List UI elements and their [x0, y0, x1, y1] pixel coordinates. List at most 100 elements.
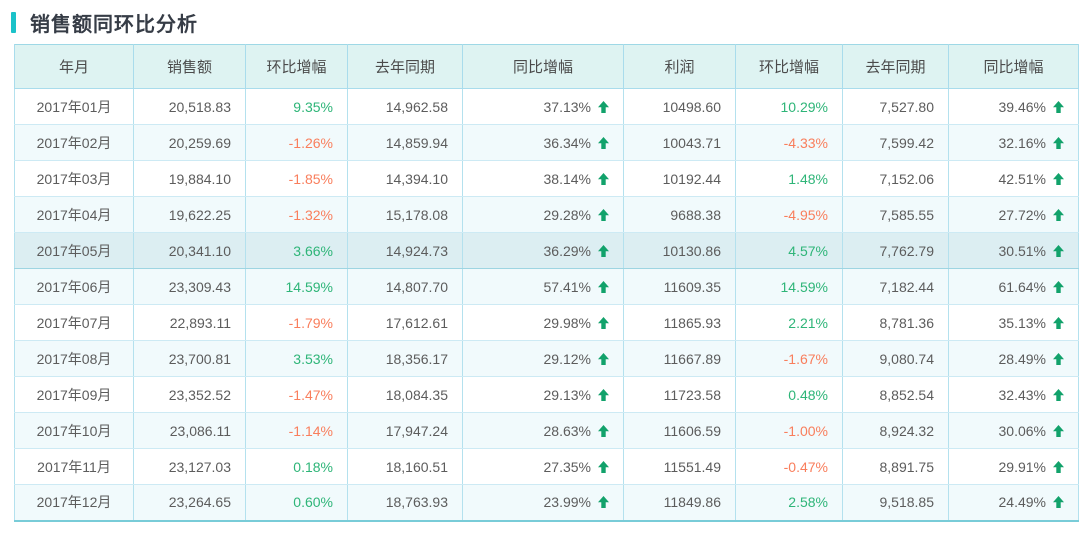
cell-sales-mom: 0.18%: [245, 448, 348, 485]
cell-sales-yoy: 36.34%: [462, 124, 624, 161]
report-header: 销售额同环比分析: [0, 0, 1080, 44]
cell-profit: 11606.59: [623, 412, 736, 449]
table-row[interactable]: 2017年10月 23,086.11 -1.14% 17,947.24 28.63% 11…: [14, 412, 1079, 449]
column-header-profit-mom: 环比增幅: [735, 44, 843, 89]
percent-value: 30.06%: [998, 422, 1046, 439]
cell-sales: 23,700.81: [133, 340, 246, 377]
cell-sales: 19,622.25: [133, 196, 246, 233]
cell-sales-mom: -1.26%: [245, 124, 348, 161]
column-header-month: 年月: [14, 44, 134, 89]
cell-sales-yoy: 57.41%: [462, 268, 624, 305]
cell-profit: 11723.58: [623, 376, 736, 413]
cell-profit: 11551.49: [623, 448, 736, 485]
column-header-sales: 销售额: [133, 44, 246, 89]
percent-value: 4.57%: [788, 242, 828, 259]
cell-sales: 22,893.11: [133, 304, 246, 341]
table-row[interactable]: 2017年01月 20,518.83 9.35% 14,962.58 37.13% 104…: [14, 88, 1079, 125]
cell-sales-yoy: 38.14%: [462, 160, 624, 197]
title-accent-bar-icon: [11, 11, 16, 33]
cell-profit-ly: 7,585.55: [842, 196, 949, 233]
table-row[interactable]: 2017年05月 20,341.10 3.66% 14,924.73 36.29% 101…: [14, 232, 1079, 269]
cell-sales-yoy: 28.63%: [462, 412, 624, 449]
cell-profit-yoy: 35.13%: [948, 304, 1079, 341]
cell-profit-ly: 8,852.54: [842, 376, 949, 413]
cell-sales-mom: -1.85%: [245, 160, 348, 197]
cell-sales: 20,518.83: [133, 88, 246, 125]
cell-profit: 10043.71: [623, 124, 736, 161]
cell-sales-yoy: 36.29%: [462, 232, 624, 269]
percent-value: -1.67%: [783, 350, 828, 367]
table-header-row: 年月 销售额 环比增幅 去年同期 同比增幅 利润 环比增幅 去年同期 同比增幅: [14, 44, 1079, 89]
table-row[interactable]: 2017年02月 20,259.69 -1.26% 14,859.94 36.34% 10…: [14, 124, 1079, 161]
table-row[interactable]: 2017年06月 23,309.43 14.59% 14,807.70 57.41% 11…: [14, 268, 1079, 305]
cell-profit-mom: 2.58%: [735, 484, 843, 521]
cell-profit: 11849.86: [623, 484, 736, 521]
percent-value: 27.35%: [543, 458, 591, 475]
table-row[interactable]: 2017年07月 22,893.11 -1.79% 17,612.61 29.98% 11…: [14, 304, 1079, 341]
arrow-up-icon: [1053, 352, 1064, 365]
cell-profit-ly: 7,762.79: [842, 232, 949, 269]
cell-sales-mom: -1.47%: [245, 376, 348, 413]
cell-profit-yoy: 29.91%: [948, 448, 1079, 485]
cell-profit-yoy: 32.16%: [948, 124, 1079, 161]
cell-profit-yoy: 27.72%: [948, 196, 1079, 233]
arrow-up-icon: [598, 388, 609, 401]
cell-sales-ly: 14,859.94: [347, 124, 463, 161]
table-row[interactable]: 2017年04月 19,622.25 -1.32% 15,178.08 29.28% 96…: [14, 196, 1079, 233]
cell-sales-mom: 14.59%: [245, 268, 348, 305]
cell-profit-mom: -1.67%: [735, 340, 843, 377]
percent-value: 32.43%: [998, 386, 1046, 403]
cell-month: 2017年12月: [14, 484, 134, 521]
cell-profit: 10130.86: [623, 232, 736, 269]
cell-sales-yoy: 29.28%: [462, 196, 624, 233]
cell-sales-yoy: 29.13%: [462, 376, 624, 413]
arrow-up-icon: [1053, 244, 1064, 257]
cell-profit-mom: 2.21%: [735, 304, 843, 341]
cell-profit-ly: 7,527.80: [842, 88, 949, 125]
percent-value: -1.26%: [288, 134, 333, 151]
column-header-sales-yoy: 同比增幅: [462, 44, 624, 89]
arrow-up-icon: [1053, 100, 1064, 113]
arrow-up-icon: [1053, 172, 1064, 185]
percent-value: 61.64%: [998, 278, 1046, 295]
percent-value: 29.98%: [543, 314, 591, 331]
percent-value: 38.14%: [543, 170, 591, 187]
cell-month: 2017年08月: [14, 340, 134, 377]
arrow-up-icon: [598, 208, 609, 221]
arrow-up-icon: [1053, 388, 1064, 401]
table-row[interactable]: 2017年09月 23,352.52 -1.47% 18,084.35 29.13% 11…: [14, 376, 1079, 413]
cell-profit-mom: 14.59%: [735, 268, 843, 305]
table-row[interactable]: 2017年08月 23,700.81 3.53% 18,356.17 29.12% 116…: [14, 340, 1079, 377]
cell-sales-ly: 17,612.61: [347, 304, 463, 341]
cell-profit-mom: 1.48%: [735, 160, 843, 197]
percent-value: 3.66%: [293, 242, 333, 259]
percent-value: 2.21%: [788, 314, 828, 331]
percent-value: 0.48%: [788, 386, 828, 403]
percent-value: 28.49%: [998, 350, 1046, 367]
table-row[interactable]: 2017年03月 19,884.10 -1.85% 14,394.10 38.14% 10…: [14, 160, 1079, 197]
cell-month: 2017年11月: [14, 448, 134, 485]
percent-value: 2.58%: [788, 494, 828, 511]
cell-profit-ly: 7,182.44: [842, 268, 949, 305]
cell-month: 2017年07月: [14, 304, 134, 341]
cell-profit-yoy: 39.46%: [948, 88, 1079, 125]
cell-profit-ly: 9,080.74: [842, 340, 949, 377]
arrow-up-icon: [1053, 496, 1064, 509]
percent-value: 36.29%: [543, 242, 591, 259]
column-header-sales-ly: 去年同期: [347, 44, 463, 89]
cell-month: 2017年05月: [14, 232, 134, 269]
percent-value: 1.48%: [788, 170, 828, 187]
arrow-up-icon: [598, 496, 609, 509]
column-header-sales-mom: 环比增幅: [245, 44, 348, 89]
cell-profit: 9688.38: [623, 196, 736, 233]
percent-value: 37.13%: [543, 98, 591, 115]
table-row[interactable]: 2017年11月 23,127.03 0.18% 18,160.51 27.35% 115…: [14, 448, 1079, 485]
percent-value: 32.16%: [998, 134, 1046, 151]
cell-profit-ly: 8,891.75: [842, 448, 949, 485]
cell-sales: 23,309.43: [133, 268, 246, 305]
cell-profit-yoy: 42.51%: [948, 160, 1079, 197]
table-row[interactable]: 2017年12月 23,264.65 0.60% 18,763.93 23.99% 118…: [14, 484, 1079, 521]
percent-value: 42.51%: [998, 170, 1046, 187]
cell-sales-ly: 18,356.17: [347, 340, 463, 377]
cell-sales-mom: -1.32%: [245, 196, 348, 233]
